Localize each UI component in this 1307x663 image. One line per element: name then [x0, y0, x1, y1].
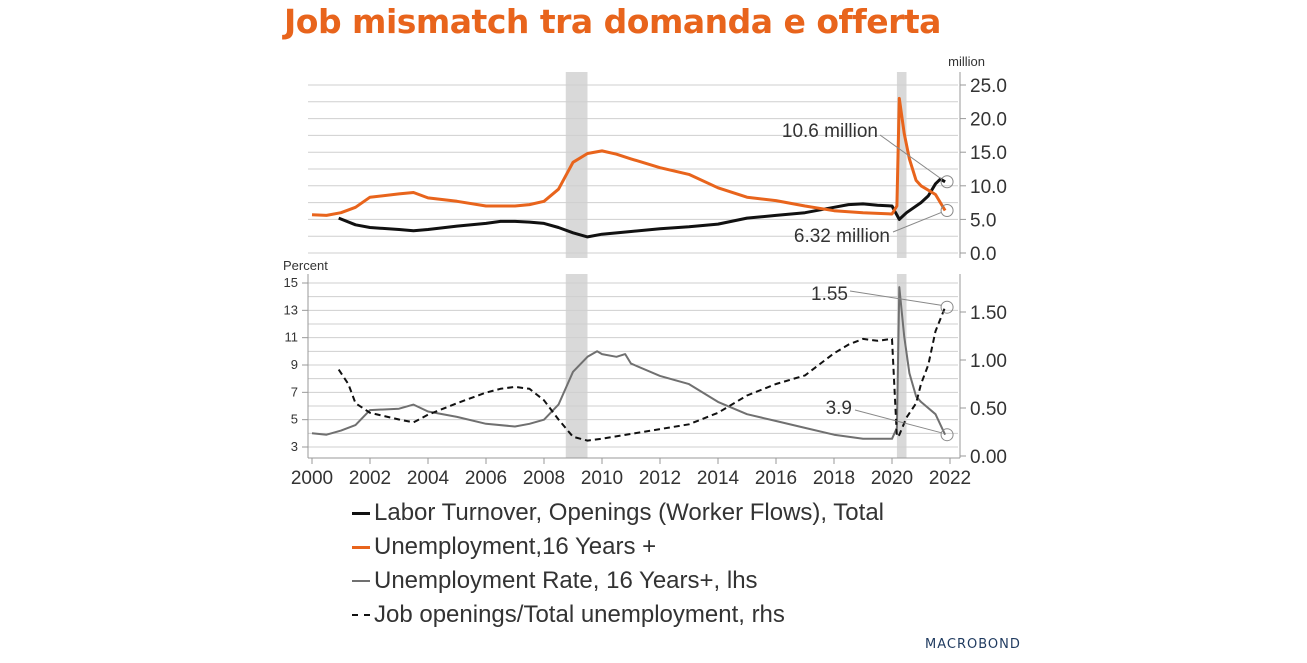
- y-tick-label-top: 5.0: [970, 210, 996, 231]
- annotation-marker: [940, 204, 954, 218]
- y-tick-label-bottom-right: 0.50: [970, 399, 1007, 420]
- y-tick-label-bottom-left: 13: [284, 302, 298, 317]
- y-tick-label-bottom-left: 11: [285, 330, 299, 345]
- y-tick-label-bottom-right: 1.00: [970, 351, 1007, 372]
- legend-item-unemployment: Unemployment,16 Years +: [352, 530, 884, 564]
- y-tick-label-bottom-left: 3: [291, 439, 298, 454]
- brand-logo: MACROBOND: [925, 637, 1021, 652]
- legend-label-unemployment: Unemployment,16 Years +: [374, 533, 657, 560]
- recession-band-bottom-0: [565, 274, 588, 458]
- legend-swatch-unemployment: [352, 545, 370, 549]
- y-tick-label-bottom-left: 9: [291, 357, 298, 372]
- annotation-marker: [940, 300, 954, 314]
- x-tick-label: 2012: [639, 468, 681, 489]
- legend-swatch-openings: [352, 511, 370, 515]
- y-tick-label-top: 0.0: [970, 244, 996, 265]
- x-tick-label: 2004: [407, 468, 450, 489]
- x-tick-label: 2018: [813, 468, 855, 489]
- annotation-leader: [854, 409, 942, 434]
- y-tick-label-top: 15.0: [970, 143, 1007, 164]
- legend-label-rate: Unemployment Rate, 16 Years+, lhs: [374, 567, 758, 594]
- recession-band-top-1: [896, 72, 907, 258]
- series-line-ratio: [337, 306, 947, 442]
- x-tick-label: 2014: [697, 468, 740, 489]
- y-tick-label-bottom-left: 5: [291, 412, 298, 427]
- legend-swatch-ratio: [352, 614, 370, 616]
- annotation-label-rate: 3.9: [826, 398, 852, 419]
- x-tick-label: 2020: [871, 468, 913, 489]
- annotation-label-unemployment: 6.32 million: [794, 226, 890, 247]
- chart-title: Job mismatch tra domanda e offerta: [284, 2, 941, 41]
- recession-band-bottom-1: [896, 274, 907, 458]
- x-tick-label: 2006: [465, 468, 507, 489]
- legend-item-openings: Labor Turnover, Openings (Worker Flows),…: [352, 496, 884, 530]
- legend-item-ratio: Job openings/Total unemployment, rhs: [352, 598, 884, 632]
- series-line-unemployment: [311, 96, 947, 217]
- unit-label-top: million: [948, 54, 985, 69]
- legend-label-ratio: Job openings/Total unemployment, rhs: [374, 601, 785, 628]
- annotation-marker: [940, 428, 954, 442]
- legend-label-openings: Labor Turnover, Openings (Worker Flows),…: [374, 499, 884, 526]
- annotation-leader: [849, 290, 942, 306]
- annotation-marker: [940, 175, 954, 189]
- x-tick-label: 2000: [291, 468, 333, 489]
- series-line-openings: [338, 177, 946, 239]
- y-tick-label-top: 25.0: [970, 76, 1007, 97]
- x-tick-label: 2002: [349, 468, 391, 489]
- annotation-label-openings: 10.6 million: [782, 121, 878, 142]
- annotation-leader: [879, 134, 942, 180]
- x-tick-label: 2016: [755, 468, 797, 489]
- y-tick-label-bottom-left: 15: [284, 275, 298, 290]
- x-tick-label: 2008: [523, 468, 565, 489]
- x-tick-label: 2010: [581, 468, 623, 489]
- legend-item-rate: Unemployment Rate, 16 Years+, lhs: [352, 564, 884, 598]
- series-line-rate: [311, 286, 947, 440]
- y-tick-label-top: 10.0: [970, 177, 1007, 198]
- legend-swatch-rate: [352, 580, 370, 582]
- y-tick-label-bottom-right: 0.00: [970, 447, 1007, 468]
- y-tick-label-bottom-left: 7: [291, 384, 298, 399]
- y-axis-label-left: Percent: [283, 258, 328, 273]
- y-tick-label-top: 20.0: [970, 110, 1007, 131]
- annotation-leader: [892, 212, 942, 233]
- legend: Labor Turnover, Openings (Worker Flows),…: [352, 496, 884, 632]
- annotation-label-ratio: 1.55: [811, 284, 848, 305]
- x-tick-label: 2022: [929, 468, 971, 489]
- y-tick-label-bottom-right: 1.50: [970, 303, 1007, 324]
